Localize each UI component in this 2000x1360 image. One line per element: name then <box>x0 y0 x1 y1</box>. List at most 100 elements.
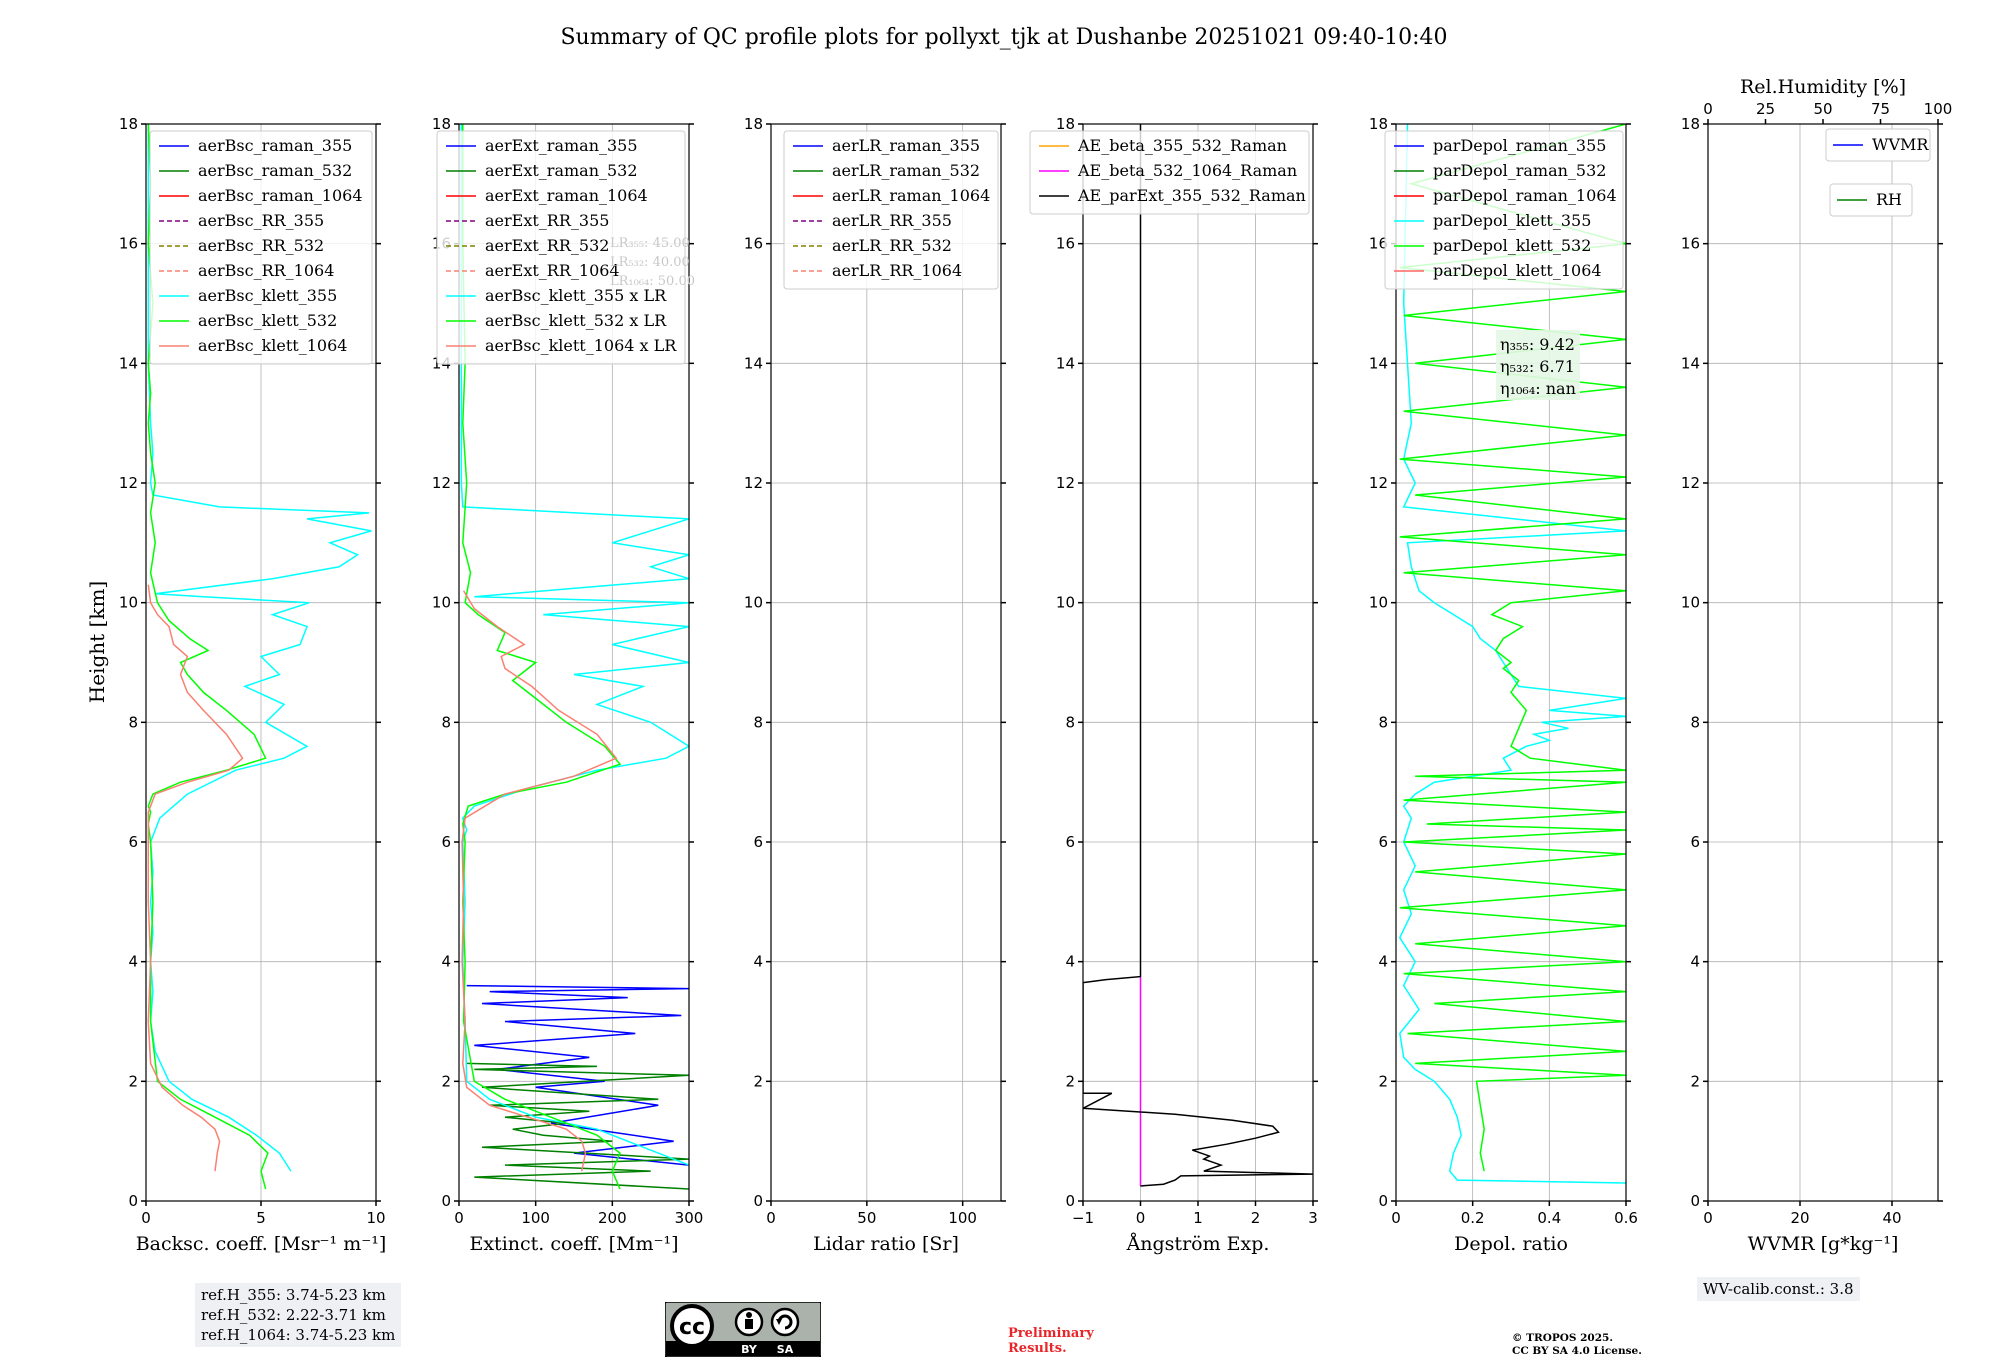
x-tick-label: 0 <box>766 1209 776 1227</box>
y-tick-label: 12 <box>1369 474 1388 492</box>
legend-label: parDepol_raman_1064 <box>1433 186 1617 205</box>
sa-label: SA <box>777 1343 794 1356</box>
x-axis-label: Ångström Exp. <box>1126 1233 1270 1255</box>
ref-height-355: ref.H_355: 3.74-5.23 km <box>201 1286 386 1304</box>
plot-area <box>147 124 372 1190</box>
lidar-ratio-annotation: LR₃₅₅: 45.00 <box>610 236 690 251</box>
y-tick-label: 12 <box>119 474 138 492</box>
legend-label: aerLR_RR_355 <box>832 211 952 230</box>
y-tick-label: 18 <box>119 115 138 133</box>
series-aerBsc_klett_532 <box>147 124 269 1190</box>
legend-label: parDepol_klett_532 <box>1433 236 1591 255</box>
top-x-tick-label: 0 <box>1703 100 1713 118</box>
eta-annotation: η₅₃₂: 6.71 <box>1500 357 1575 376</box>
y-tick-label: 10 <box>1056 594 1075 612</box>
sa-share-alike-icon <box>770 1307 800 1337</box>
legend-label: aerBsc_klett_1064 <box>198 336 347 355</box>
y-tick-label: 16 <box>1056 235 1075 253</box>
top-x-tick-label: 100 <box>1924 100 1953 118</box>
x-tick-label: 300 <box>675 1209 704 1227</box>
y-tick-label: 18 <box>744 115 763 133</box>
lidar-ratio-annotation: LR₅₃₂: 40.00 <box>610 255 690 270</box>
y-tick-label: 0 <box>753 1192 763 1210</box>
y-tick-label: 14 <box>1681 354 1700 372</box>
series-aerExt_raman_355 <box>466 984 689 1166</box>
y-tick-label: 18 <box>432 115 451 133</box>
y-tick-label: 2 <box>1690 1072 1700 1090</box>
y-tick-label: 4 <box>1378 953 1388 971</box>
y-tick-label: 14 <box>1369 354 1388 372</box>
y-tick-label: 8 <box>753 713 763 731</box>
y-tick-label: 4 <box>1065 953 1075 971</box>
eta-annotation: η₁₀₆₄: nan <box>1500 379 1576 398</box>
legend-box <box>1829 183 1913 217</box>
legend-box <box>436 130 686 365</box>
legend-label: aerBsc_RR_1064 <box>198 261 334 280</box>
y-tick-label: 6 <box>1690 833 1700 851</box>
axes-frame <box>770 123 1002 1202</box>
y-tick-label: 4 <box>441 953 451 971</box>
top-x-tick-label: 75 <box>1871 100 1890 118</box>
wv-calibration-box: WV-calib.const.: 3.8 <box>1697 1277 1860 1301</box>
legend-label: parDepol_raman_532 <box>1433 161 1606 180</box>
y-tick-label: 14 <box>744 354 763 372</box>
x-tick-label: 2 <box>1251 1209 1261 1227</box>
x-tick-label: 0 <box>1391 1209 1401 1227</box>
top-x-tick-label: 25 <box>1756 100 1775 118</box>
chart-panel-5: 0 2 4 6 8 10 12 14 16 18 0 0.2 0.4 0.6 Depol. ratio par… <box>1369 115 1638 1255</box>
legend-label: parDepol_klett_1064 <box>1433 261 1602 280</box>
y-tick-label: 10 <box>1369 594 1388 612</box>
y-tick-label: 14 <box>1056 354 1075 372</box>
legend-label: aerBsc_raman_532 <box>198 161 352 180</box>
chart-panel-3: 0 2 4 6 8 10 12 14 16 18 0 50 100 Lidar ratio [Sr] aer… <box>744 115 1006 1255</box>
legend-label: parDepol_klett_355 <box>1433 211 1591 230</box>
legend-label: aerBsc_RR_532 <box>198 236 324 255</box>
y-tick-label: 0 <box>1378 1192 1388 1210</box>
top-x-axis-label: Rel.Humidity [%] <box>1740 76 1906 98</box>
legend-label: parDepol_raman_355 <box>1433 136 1606 155</box>
ref-height-1064: ref.H_1064: 3.74-5.23 km <box>201 1326 396 1344</box>
y-tick-label: 0 <box>128 1192 138 1210</box>
axes-frame <box>1395 123 1627 1202</box>
plot-area <box>460 124 689 1190</box>
series-aerBsc_klett_1064 x LR <box>461 590 618 1172</box>
x-tick-label: 50 <box>857 1209 876 1227</box>
series-AE_parExt_355_532_Raman <box>1083 124 1313 1187</box>
eta-annotation: η₃₅₅: 9.42 <box>1500 335 1575 354</box>
y-tick-label: 2 <box>441 1072 451 1090</box>
x-axis-label: Lidar ratio [Sr] <box>813 1233 959 1255</box>
ref-height-532: ref.H_532: 2.22-3.71 km <box>201 1306 386 1324</box>
y-tick-label: 10 <box>432 594 451 612</box>
y-tick-label: 16 <box>744 235 763 253</box>
y-tick-label: 14 <box>119 354 138 372</box>
x-tick-label: 0.6 <box>1614 1209 1638 1227</box>
axes-frame <box>1707 123 1939 1202</box>
legend-label: aerLR_RR_1064 <box>832 261 962 280</box>
x-tick-label: −1 <box>1072 1209 1094 1227</box>
eta-annotation-box <box>1496 330 1580 400</box>
y-tick-label: 12 <box>1681 474 1700 492</box>
y-tick-label: 6 <box>441 833 451 851</box>
x-tick-label: 0 <box>454 1209 464 1227</box>
legend-label: RH <box>1876 190 1902 209</box>
legend-box <box>1029 130 1310 215</box>
y-tick-label: 16 <box>1681 235 1700 253</box>
y-tick-label: 8 <box>1065 713 1075 731</box>
preliminary-results-note: Preliminary Results. <box>1008 1326 1094 1356</box>
x-axis-label: Extinct. coeff. [Mm⁻¹] <box>469 1233 678 1255</box>
x-tick-label: 3 <box>1308 1209 1318 1227</box>
y-tick-label: 2 <box>1378 1072 1388 1090</box>
x-tick-label: 200 <box>598 1209 627 1227</box>
legend-label: aerExt_raman_532 <box>485 161 638 180</box>
x-tick-label: 0 <box>1703 1209 1713 1227</box>
cc-icon <box>670 1304 714 1348</box>
y-tick-label: 10 <box>1681 594 1700 612</box>
legend-label: aerBsc_klett_355 <box>198 286 337 305</box>
y-tick-label: 4 <box>128 953 138 971</box>
y-tick-label: 12 <box>744 474 763 492</box>
y-tick-label: 0 <box>441 1192 451 1210</box>
x-tick-label: 20 <box>1790 1209 1809 1227</box>
